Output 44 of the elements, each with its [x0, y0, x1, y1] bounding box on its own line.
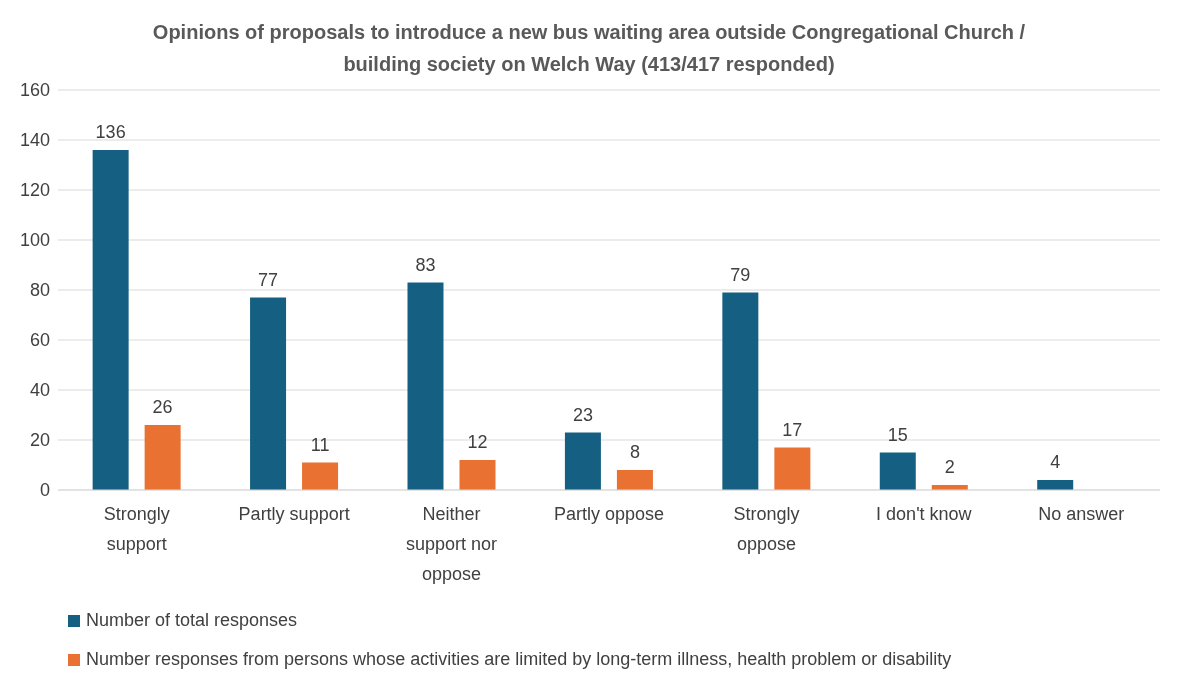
y-tick-label: 60 [29, 330, 50, 351]
y-tick-label: 80 [29, 280, 50, 301]
bar [250, 297, 287, 490]
y-tick-label: 160 [19, 80, 50, 101]
data-label: 8 [629, 442, 640, 462]
x-tick-label: Neither support nor oppose [406, 504, 498, 584]
x-tick-label: No answer [1038, 504, 1125, 524]
chart-title: Opinions of proposals to introduce a new bus waiting area outside Congregational Church / building society on Welch Way (413/417 responded) [151, 20, 1027, 77]
bar [564, 432, 601, 490]
bar [1037, 480, 1074, 490]
bar [92, 150, 129, 490]
bar [774, 447, 811, 490]
y-tick-label: 140 [19, 130, 50, 151]
bar [302, 462, 339, 490]
y-tick-label: 0 [39, 480, 50, 501]
bar [407, 282, 444, 490]
data-label: 4 [1050, 452, 1061, 472]
data-label: 136 [95, 122, 126, 142]
x-tick-label: Partly oppose [553, 504, 665, 524]
y-tick-label: 120 [19, 180, 50, 201]
data-label: 77 [258, 269, 279, 290]
bar [459, 460, 496, 490]
legend-label: Number responses from persons whose activities are limited by long-term illness, health problem or disability [86, 649, 952, 670]
data-label: 26 [152, 397, 173, 417]
x-tick-label: Partly support [238, 504, 350, 524]
data-label: 11 [310, 434, 330, 455]
data-label: 17 [782, 419, 803, 440]
bar [879, 452, 916, 490]
bar [144, 425, 181, 490]
data-label: 79 [730, 264, 751, 285]
bar [722, 292, 759, 490]
data-label: 12 [467, 432, 488, 452]
y-tick-label: 20 [29, 430, 50, 451]
x-tick-label: I don't know [876, 504, 973, 524]
data-label: 15 [887, 424, 908, 445]
x-tick-label: Strongly oppose [733, 504, 800, 554]
data-label: 2 [944, 457, 955, 477]
x-tick-label: Strongly support [103, 504, 170, 554]
y-tick-label: 100 [19, 230, 50, 251]
bar [616, 470, 653, 490]
y-tick-label: 40 [29, 380, 50, 401]
data-label: 83 [415, 254, 436, 275]
data-label: 23 [572, 404, 593, 425]
legend-label: Number of total responses [86, 610, 298, 631]
